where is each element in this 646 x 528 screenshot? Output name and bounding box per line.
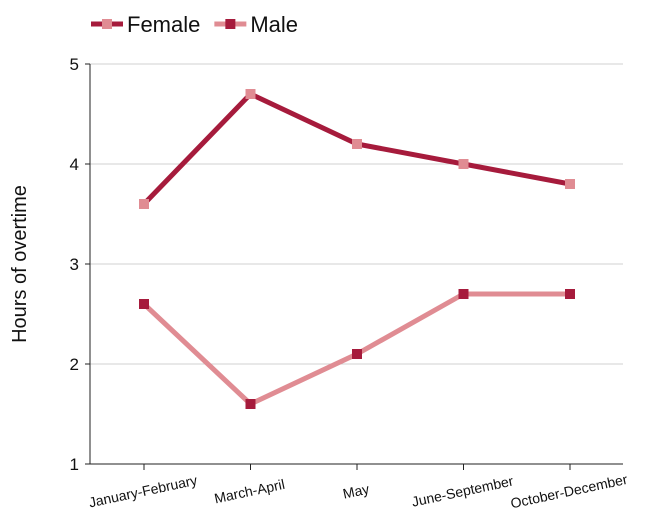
y-tick-label-4: 4 bbox=[70, 155, 79, 174]
series-male bbox=[139, 289, 575, 409]
legend-swatch-marker-female bbox=[102, 19, 112, 29]
y-tick-label-2: 2 bbox=[70, 355, 79, 374]
y-tick-label-3: 3 bbox=[70, 255, 79, 274]
gridlines bbox=[90, 63, 623, 365]
point-female-june-september bbox=[458, 159, 469, 169]
legend-label-female: Female bbox=[127, 12, 200, 37]
y-tick-label-5: 5 bbox=[70, 55, 79, 74]
x-tick-label-june-september: June-September bbox=[410, 472, 515, 509]
y-axis-ticks: 1 2 3 4 5 bbox=[70, 55, 90, 474]
point-male-june-september bbox=[458, 289, 469, 299]
x-tick-label-january-february: January-February bbox=[87, 472, 198, 511]
point-female-october-december bbox=[565, 179, 575, 189]
point-male-january-february bbox=[139, 299, 149, 309]
series-group bbox=[139, 89, 575, 409]
point-female-january-february bbox=[139, 199, 149, 209]
point-male-march-april bbox=[245, 399, 256, 409]
legend-item-female: Female bbox=[91, 12, 200, 37]
y-tick-label-1: 1 bbox=[70, 455, 79, 474]
x-tick-label-october-december: October-December bbox=[509, 471, 629, 511]
series-female bbox=[139, 89, 575, 209]
legend-item-male: Male bbox=[214, 12, 298, 37]
y-axis-title: Hours of overtime bbox=[9, 185, 31, 343]
point-male-october-december bbox=[565, 289, 575, 299]
point-female-march-april bbox=[245, 89, 256, 99]
x-axis-ticks: January-February March-April May June-Septe… bbox=[87, 464, 629, 511]
x-tick-label-march-april: March-April bbox=[213, 476, 286, 507]
legend-swatch-marker-male bbox=[225, 19, 236, 29]
point-female-may bbox=[352, 139, 362, 149]
point-male-may bbox=[352, 349, 362, 359]
legend-label-male: Male bbox=[250, 12, 298, 37]
x-tick-label-may: May bbox=[341, 481, 370, 502]
legend: Female Male bbox=[91, 12, 298, 37]
